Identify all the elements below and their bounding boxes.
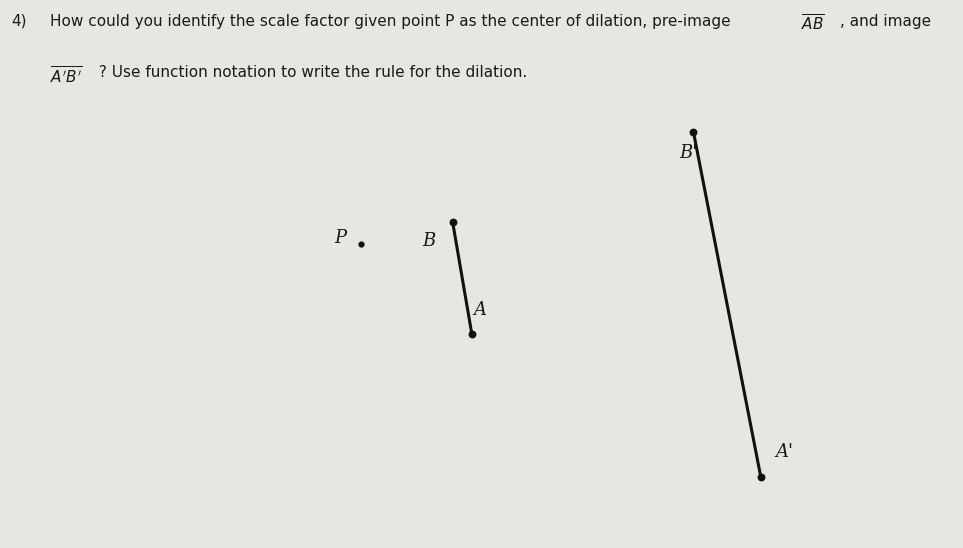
Text: 4): 4) bbox=[12, 14, 27, 28]
Text: ? Use function notation to write the rule for the dilation.: ? Use function notation to write the rul… bbox=[94, 65, 528, 79]
Text: $\overline{AB}$: $\overline{AB}$ bbox=[801, 14, 825, 34]
Text: $\overline{A'B'}$: $\overline{A'B'}$ bbox=[50, 65, 83, 85]
Text: P: P bbox=[334, 230, 347, 247]
Text: , and image: , and image bbox=[840, 14, 931, 28]
Text: A': A' bbox=[776, 443, 794, 461]
Text: How could you identify the scale factor given point P as the center of dilation,: How could you identify the scale factor … bbox=[50, 14, 731, 28]
Text: A: A bbox=[473, 301, 486, 318]
Text: B: B bbox=[422, 232, 435, 250]
Text: B': B' bbox=[680, 145, 697, 162]
